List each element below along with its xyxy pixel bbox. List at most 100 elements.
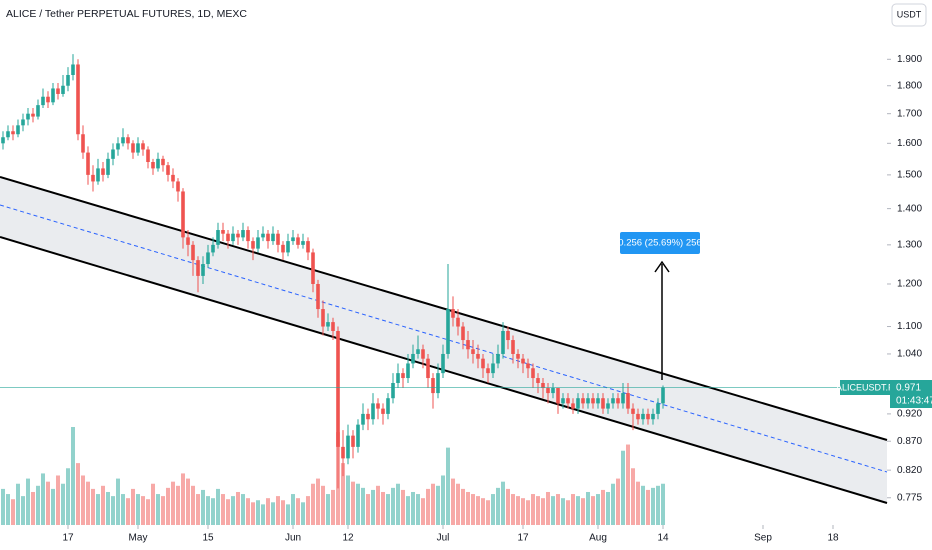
candle-body (146, 149, 150, 163)
last-price: 0.971 (896, 383, 921, 394)
candle-body (151, 162, 155, 169)
y-tick-label: 1.900 (897, 54, 922, 65)
volume-bar (386, 494, 390, 525)
volume-bar (301, 502, 305, 525)
volume-bar (486, 500, 490, 525)
candle-body (606, 403, 610, 409)
x-tick-label: 17 (62, 533, 74, 544)
candle-body (496, 353, 500, 364)
chart-title: ALICE / Tether PERPETUAL FUTURES, 1D, ME… (6, 8, 247, 20)
candle-body (406, 363, 410, 379)
volume-bar (566, 500, 570, 525)
volume-bar (81, 475, 85, 525)
candle-body (371, 403, 375, 420)
candle-body (46, 96, 50, 103)
candle-body (651, 413, 655, 420)
volume-bar (331, 489, 335, 525)
channel-upper (0, 176, 888, 441)
volume-bar (11, 499, 15, 525)
candle-body (346, 435, 350, 459)
volume-bar (231, 496, 235, 525)
volume-bar (601, 489, 605, 525)
volume-bar (341, 463, 345, 525)
candle-body (546, 388, 550, 394)
candle-body (36, 105, 40, 117)
x-tick-label: 14 (657, 533, 669, 544)
candle-body (16, 125, 20, 135)
candle-body (446, 309, 450, 354)
y-tick-label: 1.200 (897, 279, 922, 290)
y-tick-label: 0.775 (897, 492, 922, 503)
volume-bar (151, 483, 155, 525)
volume-bar (66, 468, 70, 525)
volume-bar (121, 494, 125, 525)
y-tick-label: 1.500 (897, 170, 922, 181)
volume-bar (101, 485, 105, 525)
volume-bar (131, 488, 135, 525)
candle-body (271, 233, 275, 242)
y-tick-label: 0.820 (897, 465, 922, 476)
volume-bar (621, 450, 625, 525)
volume-bar (146, 499, 150, 525)
candle-body (331, 322, 335, 331)
candle-body (336, 330, 340, 447)
volume-bar (641, 485, 645, 525)
symbol-badge (840, 380, 890, 395)
volume-bar (476, 496, 480, 525)
volume-bar (576, 496, 580, 525)
candle-body (236, 233, 240, 238)
candle-body (11, 131, 15, 135)
volume-bar (481, 498, 485, 525)
volume-bar (556, 494, 560, 525)
candle-body (426, 358, 430, 379)
candle-body (6, 131, 10, 138)
volume-bar (221, 494, 225, 525)
candle-body (501, 330, 505, 354)
candle-body (41, 96, 45, 106)
volume-bar (186, 478, 190, 525)
candle-body (461, 326, 465, 341)
volume-bar (586, 491, 590, 525)
volume-bar (71, 427, 75, 525)
x-tick-label: May (129, 533, 148, 544)
volume-bar (116, 478, 120, 525)
x-tick-label: 17 (517, 533, 529, 544)
candle-body (116, 143, 120, 150)
candle-body (156, 158, 160, 169)
x-tick-label: Aug (589, 533, 607, 544)
x-tick-label: 12 (342, 533, 354, 544)
candle-body (286, 241, 290, 253)
volume-bar (346, 475, 350, 525)
candle-body (621, 393, 625, 404)
channel-mid (0, 204, 888, 473)
volume-bar (471, 494, 475, 525)
candle-body (541, 383, 545, 389)
volume-bar (271, 502, 275, 525)
currency[interactable]: USDT (897, 9, 922, 19)
volume-bar (326, 494, 330, 525)
volume-bar (136, 494, 140, 525)
volume-bar (446, 447, 450, 525)
candle-body (416, 349, 420, 354)
volume-bar (226, 499, 230, 525)
y-tick-label: 1.400 (897, 203, 922, 214)
candle-body (1, 137, 5, 144)
candle-body (556, 388, 560, 404)
volume-bar (401, 489, 405, 525)
candle-body (161, 158, 165, 166)
volume-bar (156, 494, 160, 525)
x-tick-label: 15 (202, 533, 214, 544)
candle-body (111, 149, 115, 159)
candle-body (506, 330, 510, 341)
volume-bar (316, 478, 320, 525)
volume-bar (241, 494, 245, 525)
y-tick-label: 0.870 (897, 436, 922, 447)
candle-body (596, 398, 600, 404)
volume-bar (391, 487, 395, 525)
volume-bar (536, 496, 540, 525)
volume-bar (181, 473, 185, 525)
x-tick-label: Jul (437, 533, 450, 544)
currency-box[interactable] (891, 3, 927, 27)
candle-body (301, 241, 305, 245)
